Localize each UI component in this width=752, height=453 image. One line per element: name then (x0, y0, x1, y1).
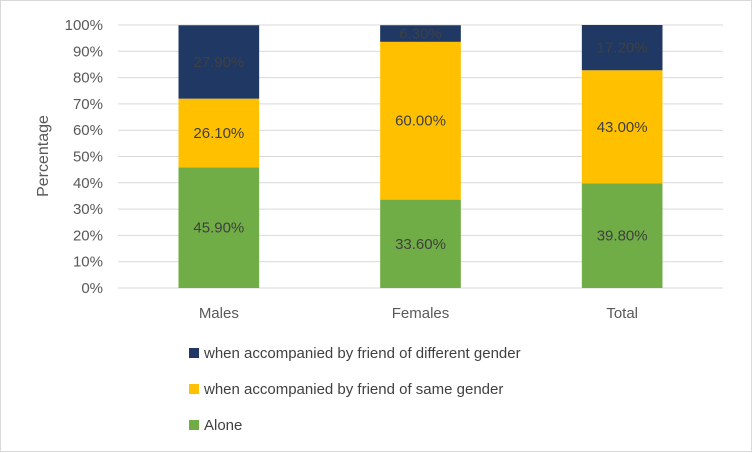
legend-entry: Alone (204, 417, 242, 434)
x-axis-categories: Males Females Total (199, 305, 638, 322)
legend-entry: when accompanied by friend of different … (203, 345, 521, 362)
bar-segment (581, 70, 663, 184)
bar-segment (178, 25, 260, 99)
y-tick-label: 60% (73, 122, 103, 139)
data-labels: 45.90% 26.10% 27.90% 33.60% 60.00% 6.30% 39.80… (193, 26, 647, 253)
y-tick-label: 40% (73, 175, 103, 192)
x-category-label: Males (199, 305, 239, 322)
bar-segment (581, 183, 663, 288)
data-label: 26.10% (193, 125, 244, 142)
data-label: 45.90% (193, 220, 244, 237)
x-category-label: Total (606, 305, 638, 322)
y-tick-label: 30% (73, 201, 103, 218)
data-label: 60.00% (395, 113, 446, 130)
bar-segment (380, 199, 461, 288)
x-category-label: Females (392, 305, 450, 322)
legend-swatch (189, 384, 199, 394)
bar-segment (380, 41, 461, 200)
y-tick-label: 100% (65, 17, 103, 34)
data-label: 43.00% (597, 119, 648, 136)
y-tick-label: 70% (73, 96, 103, 113)
bar-segment (380, 25, 461, 42)
y-tick-label: 20% (73, 227, 103, 244)
data-label: 27.90% (193, 54, 244, 71)
data-label: 39.80% (597, 228, 648, 245)
legend-swatch (189, 420, 199, 430)
data-label: 6.30% (399, 26, 442, 43)
bar-segment (581, 25, 663, 71)
y-tick-label: 90% (73, 43, 103, 60)
y-axis-ticks: 0% 10% 20% 30% 40% 50% 60% 70% 80% 90% 100% (65, 17, 103, 297)
y-tick-label: 80% (73, 70, 103, 87)
legend: when accompanied by friend of different … (189, 345, 521, 434)
bar-segment (178, 167, 260, 288)
y-tick-label: 50% (73, 149, 103, 166)
data-label: 33.60% (395, 236, 446, 253)
bars (178, 25, 663, 288)
data-label: 17.20% (597, 40, 648, 57)
y-tick-label: 0% (81, 280, 103, 297)
legend-entry: when accompanied by friend of same gende… (203, 381, 503, 398)
y-axis-title: Percentage (35, 115, 52, 197)
bar-segment (178, 98, 260, 168)
y-tick-label: 10% (73, 254, 103, 271)
legend-swatch (189, 348, 199, 358)
